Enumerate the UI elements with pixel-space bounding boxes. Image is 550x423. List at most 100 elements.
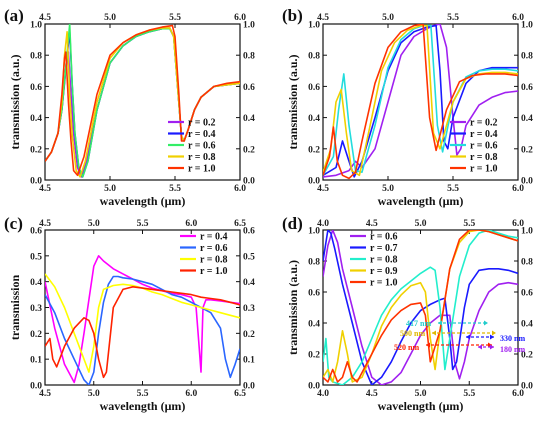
arrow-head (432, 330, 436, 336)
y-tick-label: 0.2 (30, 145, 42, 155)
right-tick-label: 0.3 (243, 304, 255, 314)
legend-entry: r = 0.7 (370, 243, 397, 254)
y-tick-label: 0.4 (308, 114, 320, 124)
right-tick-label: 0.4 (521, 320, 533, 330)
series-line-0 (45, 255, 240, 384)
legend-entry: r = 1.0 (470, 164, 497, 175)
legend-entry: r = 0.4 (200, 232, 227, 243)
legend-entry: r = 0.2 (470, 118, 497, 129)
top-tick-label: 6.0 (512, 219, 524, 229)
y-tick-label: 0.0 (30, 382, 42, 392)
legend-entry: r = 0.4 (188, 129, 215, 140)
panel-label: (b) (282, 6, 303, 25)
top-tick-label: 5.0 (415, 219, 427, 229)
x-tick-label: 6.0 (512, 389, 524, 399)
x-tick-label: 5.0 (382, 184, 394, 194)
x-tick-label: 5.0 (415, 389, 427, 399)
panel-2: 4.5 5.0 5.5 6.0 6.54.5 5.0 5.5 6.0 6.50.00.10.20… (4, 214, 255, 413)
y-tick-label: 0.4 (30, 278, 42, 288)
series-line-0 (323, 230, 518, 385)
y-tick-label: 0.4 (30, 114, 42, 124)
right-tick-label: 0.6 (243, 83, 255, 93)
right-tick-label: 0.5 (243, 252, 255, 262)
top-tick-label: 6.0 (512, 13, 524, 23)
legend: r = 0.6r = 0.7r = 0.8r = 0.9r = 1.0 (350, 232, 397, 289)
legend-entry: r = 0.6 (200, 243, 227, 254)
legend-entry: r = 0.8 (188, 152, 215, 163)
top-tick-label: 5.5 (447, 13, 459, 23)
y-tick-label: 0.1 (30, 356, 42, 366)
right-tick-label: 0.6 (521, 83, 533, 93)
series-line-1 (45, 275, 240, 385)
right-tick-label: 0.4 (243, 114, 255, 124)
y-tick-label: 0.2 (308, 351, 320, 361)
legend-entry: r = 0.6 (370, 232, 397, 243)
right-tick-label: 0.4 (521, 114, 533, 124)
y-tick-label: 0.4 (308, 320, 320, 330)
legend-entry: r = 0.2 (188, 118, 215, 129)
right-tick-label: 0.8 (521, 258, 533, 268)
top-tick-label: 6.5 (234, 219, 246, 229)
arrow-head (492, 330, 496, 336)
y-axis-label: transmission (a.u.) (286, 260, 300, 355)
y-tick-label: 0.6 (308, 83, 320, 93)
y-tick-label: 1.0 (308, 227, 320, 237)
top-tick-label: 4.5 (39, 219, 51, 229)
series-group (323, 230, 518, 385)
right-tick-label: 0.4 (243, 278, 255, 288)
y-tick-label: 0.3 (30, 304, 42, 314)
x-tick-label: 4.5 (317, 184, 329, 194)
y-tick-label: 0.5 (30, 252, 42, 262)
right-tick-label: 0.2 (243, 145, 255, 155)
x-tick-label: 4.5 (39, 184, 51, 194)
right-tick-label: 0.0 (243, 382, 255, 392)
y-axis-label: transmission (8, 275, 22, 341)
legend-entry: r = 1.0 (200, 266, 227, 277)
right-tick-label: 0.0 (521, 382, 533, 392)
series-group (45, 255, 240, 385)
legend-entry: r = 0.9 (370, 266, 397, 277)
series-line-3 (45, 286, 240, 379)
y-tick-label: 0.0 (308, 177, 320, 187)
top-tick-label: 4.5 (317, 13, 329, 23)
legend: r = 0.2r = 0.4r = 0.6r = 0.8r = 1.0 (450, 118, 497, 175)
series-line-4 (323, 230, 518, 383)
panel-1: 4.5 5.0 5.5 6.04.5 5.0 5.5 6.00.00.20.40.60.81… (282, 6, 533, 208)
arrow-head (484, 320, 488, 326)
series-line-2 (323, 230, 518, 385)
x-tick-label: 4.5 (39, 389, 51, 399)
right-tick-label: 0.2 (243, 330, 255, 340)
top-tick-label: 5.0 (104, 13, 116, 23)
arrow-head (478, 344, 482, 350)
x-axis-label: wavelength (μm) (378, 399, 464, 413)
x-tick-label: 5.0 (88, 389, 100, 399)
arrow-head (490, 334, 494, 340)
top-tick-label: 6.0 (234, 13, 246, 23)
y-tick-label: 0.2 (308, 145, 320, 155)
y-axis-label: transmission (a.u.) (8, 54, 22, 149)
panel-0: 4.5 5.0 5.5 6.04.5 5.0 5.5 6.00.00.20.40.60.81… (4, 6, 255, 208)
top-tick-label: 5.0 (382, 13, 394, 23)
y-tick-label: 0.0 (308, 382, 320, 392)
arrow-head (426, 342, 430, 348)
series-group (323, 24, 518, 180)
annotation-label: 330 nm (500, 334, 525, 343)
legend-entry: r = 1.0 (188, 164, 215, 175)
series-group (45, 24, 240, 178)
right-tick-label: 0.0 (521, 177, 533, 187)
series-line-2 (45, 273, 240, 373)
x-tick-label: 5.5 (447, 184, 459, 194)
legend: r = 0.2r = 0.4r = 0.6r = 0.8r = 1.0 (168, 118, 215, 175)
legend-entry: r = 0.4 (470, 129, 497, 140)
y-tick-label: 1.0 (308, 21, 320, 31)
annotation-label: 500 nm (400, 329, 425, 338)
series-line-4 (323, 24, 518, 180)
x-tick-label: 5.5 (169, 184, 181, 194)
right-tick-label: 0.0 (243, 177, 255, 187)
top-tick-label: 5.5 (137, 219, 149, 229)
x-tick-label: 6.0 (185, 389, 197, 399)
y-tick-label: 0.6 (30, 83, 42, 93)
x-tick-label: 4.0 (317, 389, 329, 399)
